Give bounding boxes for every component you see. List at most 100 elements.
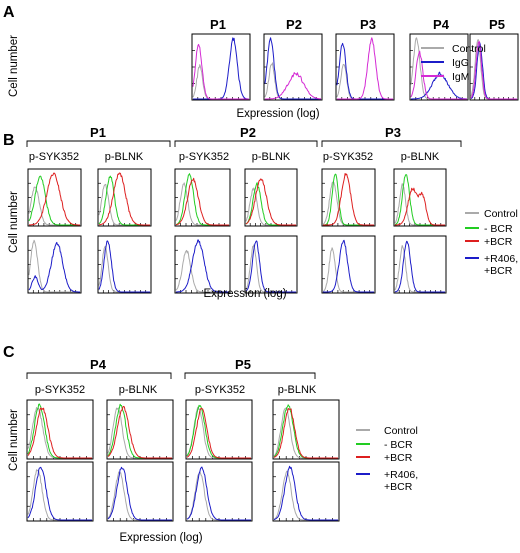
histogram-p4-p-blnk-bottom [106, 461, 174, 522]
histogram-p4-p-syk352-top [26, 399, 94, 460]
plot-title-p4: P4 [433, 17, 450, 32]
series-bcr [395, 187, 445, 226]
series-bcr [29, 172, 80, 226]
group-bracket-p3 [321, 140, 462, 147]
series-bcr [245, 178, 296, 226]
series-igm [192, 43, 249, 100]
panel-b: B Cell number P1 P2 P3 p-SYK352 p-BLNK p… [3, 125, 518, 300]
legend-label-control: Control [452, 43, 486, 55]
series-igg [336, 42, 393, 100]
series-control [28, 239, 80, 293]
marker-label-p1-blnk: p-BLNK [105, 151, 144, 163]
marker-label-p3-blnk: p-BLNK [401, 151, 440, 163]
series-r406-bcr [273, 465, 338, 521]
panel-c-plots [26, 399, 340, 522]
series-r406-bcr [395, 240, 445, 293]
series-r406-bcr [107, 466, 172, 521]
panel-c-ylabel: Cell number [8, 409, 20, 471]
histogram-p1-p-blnk-top [97, 168, 152, 227]
group-title-p3: P3 [385, 125, 401, 140]
group-bracket-p2 [174, 140, 318, 147]
series-bcr [107, 405, 172, 459]
plot-frame [409, 33, 469, 101]
histogram-p4-p-syk352-bottom [26, 461, 94, 522]
panel-b-xlabel: Expression (log) [203, 288, 286, 300]
plot-frame [174, 235, 231, 294]
series-bcr [28, 175, 80, 226]
legend-label-control: Control [384, 425, 418, 437]
group-title-p1: P1 [90, 125, 106, 140]
histogram-p2 [263, 33, 323, 101]
plot-frame [185, 461, 253, 522]
series-igg [264, 37, 321, 100]
marker-label-p5-syk: p-SYK352 [195, 384, 245, 396]
series-igg [411, 71, 467, 100]
panel-b-legend: Control - BCR +BCR +R406, +BCR [465, 208, 518, 277]
plot-frame [106, 461, 174, 522]
histogram-p5-p-blnk-top [272, 399, 340, 460]
histogram-p5-p-blnk-bottom [272, 461, 340, 522]
histogram-p2-p-blnk-top [244, 168, 298, 227]
marker-label-p3-syk: p-SYK352 [323, 151, 373, 163]
series-r406-bcr [176, 239, 229, 293]
plot-frame [263, 33, 323, 101]
histogram-p3-p-blnk-bottom [393, 235, 447, 294]
plot-title-p1: P1 [210, 17, 226, 32]
panel-a-letter: A [3, 4, 15, 21]
plot-frame [27, 168, 82, 227]
legend-label-igm: IgM [452, 71, 470, 83]
group-bracket-p1 [26, 140, 171, 147]
plot-frame [244, 235, 298, 294]
panel-c: C Cell number P4 P5 p-SYK352 p-BLNK p-SY… [3, 344, 418, 544]
series-bcr [98, 172, 150, 226]
legend-label-plus-bcr: +BCR [484, 236, 513, 248]
series-r406-bcr [98, 240, 150, 293]
marker-label-p2-syk: p-SYK352 [179, 151, 229, 163]
marker-label-p5-blnk: p-BLNK [278, 384, 317, 396]
legend-label-plus-bcr: +BCR [384, 452, 413, 464]
series-bcr [323, 173, 374, 226]
series-r406-bcr [27, 466, 92, 521]
series-igm [265, 72, 321, 100]
histogram-p2-p-syk352-bottom [174, 235, 231, 294]
series-bcr [186, 407, 251, 459]
histogram-p3-p-blnk-top [393, 168, 447, 227]
series-igm [410, 50, 467, 100]
series-r406-bcr [28, 241, 80, 293]
plot-frame [27, 235, 82, 294]
histogram-p1-p-blnk-bottom [97, 235, 152, 294]
series-igm [337, 37, 393, 100]
series-igm [470, 40, 517, 100]
histogram-p5-p-syk352-bottom [185, 461, 253, 522]
panel-a: A Cell number P1 P2 P3 P4 P5 Expression … [3, 4, 519, 120]
plot-frame [393, 235, 447, 294]
histogram-p2-p-blnk-bottom [244, 235, 298, 294]
histogram-p1 [191, 33, 251, 101]
histogram-p1-p-syk352-bottom [27, 235, 82, 294]
histogram-p3-p-syk352-top [321, 168, 376, 227]
plot-frame [106, 399, 174, 460]
series-r406-bcr [186, 466, 251, 521]
legend-label-r406-line2: +BCR [484, 265, 513, 277]
series-bcr [175, 177, 229, 226]
panel-a-plots [191, 33, 519, 101]
histogram-p1-p-syk352-top [27, 168, 82, 227]
group-title-p4: P4 [90, 357, 107, 372]
marker-label-p4-syk: p-SYK352 [35, 384, 85, 396]
legend-label-control: Control [484, 208, 518, 220]
plot-frame [272, 399, 340, 460]
legend-label-r406-line1: +R406, [484, 253, 518, 265]
series-r406-bcr [245, 240, 296, 293]
panel-c-xlabel: Expression (log) [119, 532, 202, 544]
marker-label-p1-syk: p-SYK352 [29, 151, 79, 163]
panel-c-legend: Control - BCR +BCR +R406, +BCR [356, 425, 418, 493]
histogram-p5 [469, 33, 519, 101]
histogram-p4-p-blnk-top [106, 399, 174, 460]
plot-title-p2: P2 [286, 17, 302, 32]
panel-c-letter: C [3, 344, 15, 361]
panel-b-letter: B [3, 132, 15, 149]
series-bcr [27, 407, 92, 459]
legend-label-r406-line1: +R406, [384, 469, 418, 481]
histogram-p5-p-syk352-top [185, 399, 253, 460]
plot-frame [321, 168, 376, 227]
